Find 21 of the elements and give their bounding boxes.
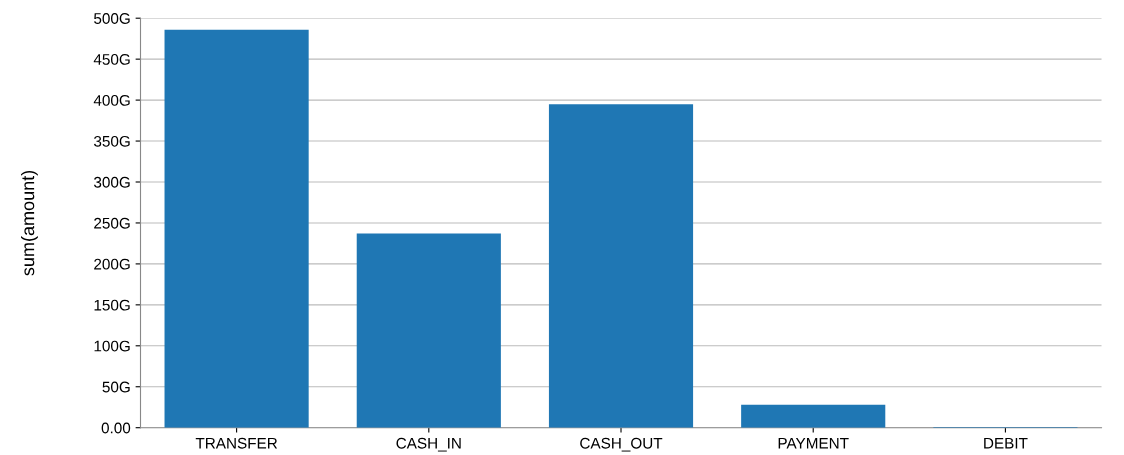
x-tick-label: TRANSFER <box>195 437 278 449</box>
y-tick-label: 0.00 <box>101 422 131 434</box>
bar <box>356 233 501 428</box>
y-tick-label: 100G <box>94 340 130 352</box>
y-tick-label: 500G <box>94 13 130 24</box>
y-tick-label: 250G <box>94 217 130 229</box>
x-tick-label: DEBIT <box>984 437 1028 449</box>
x-tick-label: PAYMENT <box>778 437 849 449</box>
y-axis-title: sum(amount) <box>21 170 38 276</box>
x-tick-label: CASH_IN <box>396 437 461 452</box>
y-tick-label: 200G <box>94 258 130 270</box>
bar <box>548 104 694 428</box>
y-tick-label: 400G <box>93 94 130 106</box>
y-tick-label: 300G <box>93 176 130 188</box>
y-tick-label: 350G <box>93 135 130 147</box>
y-tick-label: 150G <box>94 299 130 311</box>
y-tick-label: 450G <box>93 54 130 65</box>
y-tick-label: 50G <box>102 381 130 393</box>
bar <box>741 404 886 428</box>
x-tick-label: CASH_OUT <box>580 437 663 452</box>
bar <box>164 29 309 428</box>
